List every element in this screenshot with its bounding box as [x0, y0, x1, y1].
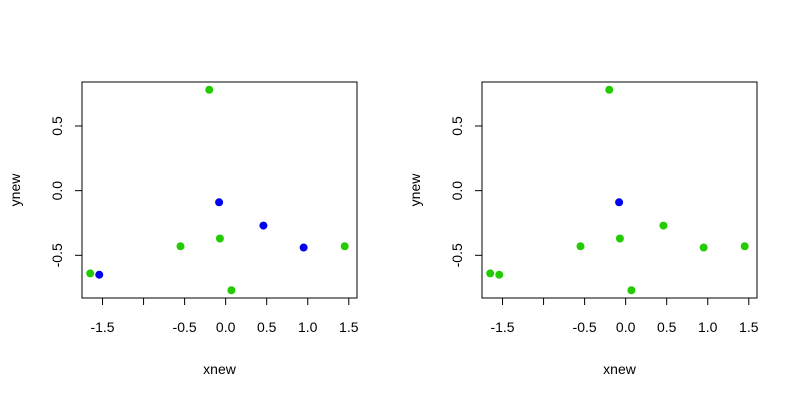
chart-2-plot-frame [481, 81, 758, 299]
chart-2-x-tick-label: 1.0 [698, 319, 718, 335]
chart-2-data-point-blue [615, 198, 624, 207]
chart-1-data-point-green [205, 85, 214, 94]
chart-1-data-point-green [86, 269, 95, 278]
chart-2-y-tick-label: -0.5 [449, 243, 465, 267]
chart-1-plot-frame [81, 81, 358, 299]
chart-1-y-tick-label: -0.5 [49, 243, 65, 267]
chart-1-x-axis-title: xnew [203, 361, 237, 377]
chart-1-data-point-green [227, 286, 236, 295]
chart-1-x-tick-label: 0.5 [257, 319, 277, 335]
chart-2-data-point-green [699, 243, 708, 252]
chart-2-x-tick-label: -0.5 [573, 319, 597, 335]
chart-2-x-tick-label: -1.5 [490, 319, 514, 335]
chart-1-data-point-blue [215, 198, 224, 207]
chart-1-data-point-green [340, 242, 349, 251]
chart-1-y-tick-label: 0.0 [49, 181, 65, 201]
chart-1-y-axis-title: ynew [7, 173, 23, 207]
chart-1-x-tick-label: 1.5 [339, 319, 359, 335]
chart-2-x-tick-label: 0.0 [616, 319, 636, 335]
chart-2-data-point-green [605, 85, 614, 94]
chart-1-x-tick-label: -1.5 [90, 319, 114, 335]
chart-1-y-tick-label: 0.5 [49, 116, 65, 136]
chart-2-x-tick-label: 1.5 [739, 319, 759, 335]
chart-2-data-point-green [740, 242, 749, 251]
chart-2-x-tick-label: 0.5 [657, 319, 677, 335]
chart-2-data-point-green [486, 269, 495, 278]
chart-1-data-point-blue [95, 270, 104, 279]
chart-2-y-tick-label: 0.5 [449, 116, 465, 136]
chart-1-x-tick-label: 0.0 [216, 319, 236, 335]
chart-2-data-point-green [576, 242, 585, 251]
chart-2-data-point-green [627, 286, 636, 295]
chart-1-data-point-green [215, 234, 224, 243]
chart-2-data-point-green [495, 270, 504, 279]
chart-1-data-point-blue [299, 243, 308, 252]
chart-1-x-tick-label: -0.5 [173, 319, 197, 335]
chart-1-data-point-blue [259, 221, 268, 230]
chart-1-x-tick-label: 1.0 [298, 319, 318, 335]
chart-2-x-axis-title: xnew [603, 361, 637, 377]
chart-2-data-point-green [615, 234, 624, 243]
chart-2-data-point-green [659, 221, 668, 230]
chart-1-data-point-green [176, 242, 185, 251]
chart-2-y-tick-label: 0.0 [449, 181, 465, 201]
chart-2-y-axis-title: ynew [407, 173, 423, 207]
